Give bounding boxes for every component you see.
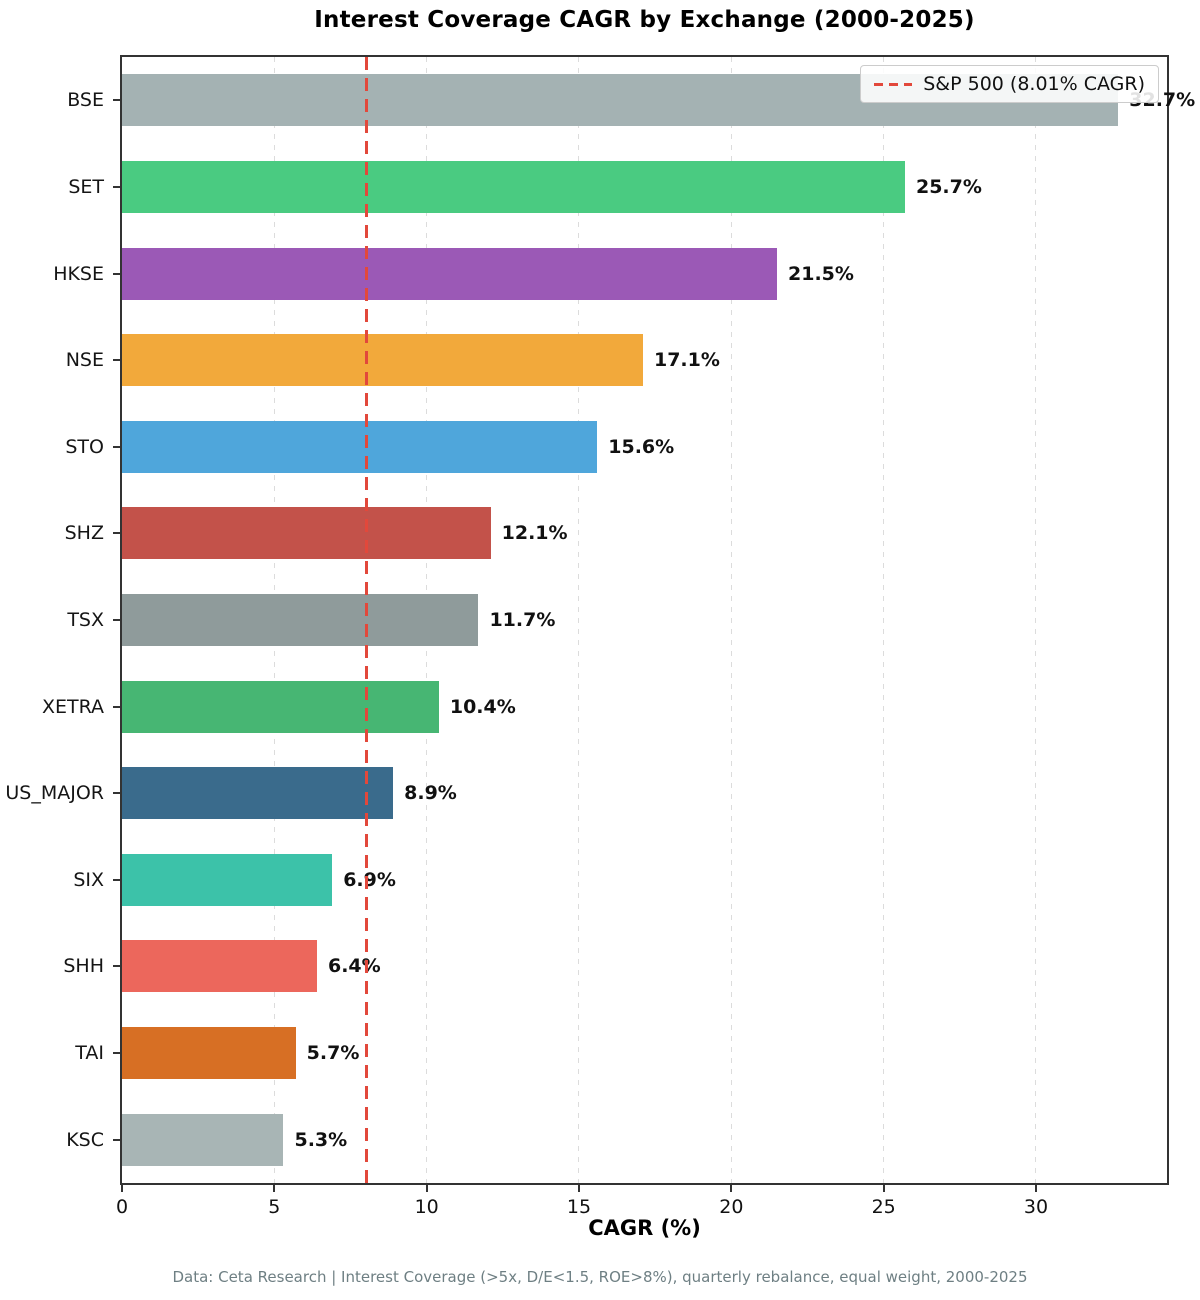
y-axis-tick bbox=[113, 99, 120, 102]
value-label: 25.7% bbox=[915, 175, 982, 198]
chart-title: Interest Coverage CAGR by Exchange (2000… bbox=[314, 7, 975, 33]
value-label: 17.1% bbox=[653, 349, 720, 372]
bar-tsx bbox=[122, 593, 479, 646]
bar-nse bbox=[122, 334, 643, 387]
y-axis-label: TSX bbox=[67, 608, 104, 631]
y-axis-tick bbox=[113, 792, 120, 795]
bar-row: HKSE 21.5% bbox=[53, 230, 1167, 317]
bar-row: NSE 17.1% bbox=[66, 317, 1167, 404]
bar-us_major bbox=[122, 767, 394, 820]
y-axis-label: SHH bbox=[63, 955, 104, 978]
y-axis-tick bbox=[113, 965, 120, 968]
bar-shh bbox=[122, 940, 317, 993]
gridline bbox=[1035, 57, 1037, 1183]
y-axis-tick bbox=[113, 1052, 120, 1054]
x-axis: 0 5 10 15 20 25 30 bbox=[116, 1185, 1167, 1229]
plot-area: BSE 32.7% SET 25.7% HKSE 21.5% NSE 17.1% STO 15.6… bbox=[5, 55, 1195, 1218]
bar-row: XETRA 10.4% bbox=[42, 663, 1167, 750]
x-axis-tick bbox=[425, 1185, 428, 1192]
bar-ksc bbox=[122, 1113, 284, 1166]
value-label: 5.3% bbox=[294, 1128, 348, 1151]
x-axis-tick bbox=[273, 1185, 276, 1192]
gridline bbox=[730, 57, 732, 1183]
bar-set bbox=[122, 160, 905, 213]
y-axis-tick bbox=[113, 1138, 120, 1141]
y-axis-label: HKSE bbox=[53, 262, 104, 285]
value-label: 5.7% bbox=[306, 1042, 360, 1064]
footer-caption: Data: Ceta Research | Interest Coverage … bbox=[172, 1268, 1028, 1286]
x-axis-tick-label: 0 bbox=[115, 1196, 129, 1218]
bar-hkse bbox=[122, 247, 778, 300]
bar-row: TSX 11.7% bbox=[67, 577, 1167, 664]
y-axis-tick bbox=[113, 705, 120, 708]
bar-tai bbox=[122, 1027, 296, 1079]
x-axis-tick bbox=[577, 1185, 580, 1192]
bar-sto bbox=[122, 420, 598, 473]
x-axis-tick-label: 25 bbox=[871, 1196, 896, 1218]
y-axis-tick bbox=[113, 272, 120, 275]
value-label: 11.7% bbox=[489, 608, 556, 631]
y-axis-label: SET bbox=[68, 175, 104, 198]
bar-six bbox=[122, 853, 333, 906]
bar-row: US_MAJOR 8.9% bbox=[5, 750, 1167, 837]
y-axis-tick bbox=[113, 532, 120, 535]
bar-row: SET 25.7% bbox=[68, 144, 1167, 231]
y-axis-label: XETRA bbox=[41, 695, 104, 718]
y-axis-tick bbox=[113, 445, 120, 448]
legend: S&P 500 (8.01% CAGR) bbox=[860, 65, 1159, 103]
bar-row: TAI 5.7% bbox=[75, 1010, 1167, 1097]
y-axis-label: TAI bbox=[75, 1042, 104, 1064]
bar-row: STO 15.6% bbox=[65, 403, 1167, 490]
reference-line bbox=[364, 57, 368, 1183]
x-axis-tick bbox=[121, 1185, 123, 1192]
x-axis-tick-label: 20 bbox=[719, 1196, 744, 1218]
x-axis-tick bbox=[882, 1185, 885, 1192]
bar-row: SHZ 12.1% bbox=[65, 490, 1167, 577]
y-axis-tick bbox=[113, 185, 120, 188]
value-label: 6.9% bbox=[343, 868, 396, 891]
y-axis-tick bbox=[113, 618, 120, 621]
x-axis-tick bbox=[730, 1185, 733, 1192]
y-axis-label: KSC bbox=[66, 1128, 104, 1151]
x-axis-tick-label: 30 bbox=[1023, 1196, 1049, 1218]
y-axis-tick bbox=[113, 359, 120, 362]
value-label: 10.4% bbox=[449, 695, 516, 718]
x-axis-title: CAGR (%) bbox=[588, 1216, 701, 1240]
bar-row: SIX 6.9% bbox=[73, 836, 1167, 923]
value-label: 15.6% bbox=[608, 435, 675, 458]
y-axis-label: NSE bbox=[65, 349, 104, 372]
x-axis-tick bbox=[1034, 1185, 1037, 1192]
y-axis-label: US_MAJOR bbox=[5, 782, 104, 805]
value-label: 6.4% bbox=[327, 955, 381, 978]
y-axis-label: SHZ bbox=[64, 522, 104, 545]
y-axis-label: BSE bbox=[67, 89, 104, 112]
value-label: 12.1% bbox=[501, 522, 568, 545]
y-axis-label: SIX bbox=[73, 868, 104, 891]
gridline bbox=[883, 57, 885, 1183]
y-axis-tick bbox=[113, 878, 120, 881]
value-label: 8.9% bbox=[404, 782, 457, 805]
legend-dashed-line-icon bbox=[874, 82, 913, 86]
x-axis-tick-label: 10 bbox=[414, 1196, 439, 1218]
legend-label: S&P 500 (8.01% CAGR) bbox=[923, 73, 1145, 95]
bar-xetra bbox=[122, 680, 439, 733]
value-label: 21.5% bbox=[788, 262, 854, 285]
bars-layer: BSE 32.7% SET 25.7% HKSE 21.5% NSE 17.1% STO 15.6… bbox=[5, 57, 1195, 1183]
x-axis-tick-label: 5 bbox=[268, 1196, 281, 1218]
gridline bbox=[578, 57, 580, 1183]
y-axis-label: STO bbox=[65, 435, 104, 458]
x-axis-tick-label: 15 bbox=[566, 1196, 592, 1218]
bar-row: SHH 6.4% bbox=[63, 923, 1167, 1010]
bar-row: KSC 5.3% bbox=[66, 1096, 1167, 1183]
bar-shz bbox=[122, 507, 491, 560]
